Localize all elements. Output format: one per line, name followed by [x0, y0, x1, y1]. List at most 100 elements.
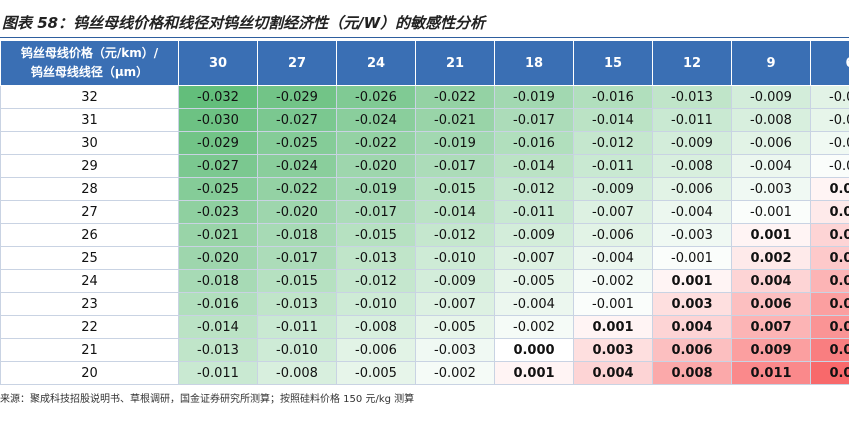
column-header: 30	[178, 40, 258, 86]
cell: 0.010	[810, 315, 849, 339]
cell: 0.003	[573, 338, 653, 362]
cell: -0.010	[415, 246, 495, 270]
cell: -0.019	[336, 177, 416, 201]
cell: 0.002	[731, 246, 811, 270]
cell: -0.007	[494, 246, 574, 270]
data-row: 26 -0.021 -0.018 -0.015 -0.012 -0.009 -0.006 -0…	[0, 223, 849, 247]
corner-line: 钨丝母线价格（元/km）/	[20, 46, 159, 60]
cell: -0.025	[257, 131, 337, 155]
row-header: 28	[0, 177, 179, 201]
data-row: 21 -0.013 -0.010 -0.006 -0.003 0.000 0.003 0.00…	[0, 338, 849, 362]
cell: -0.012	[336, 269, 416, 293]
cell: -0.015	[336, 223, 416, 247]
cell: 0.005	[810, 246, 849, 270]
cell: -0.012	[415, 223, 495, 247]
cell: 0.004	[652, 315, 732, 339]
column-header: 21	[415, 40, 495, 86]
cell: -0.005	[810, 108, 849, 132]
cell: -0.009	[573, 177, 653, 201]
cell: -0.020	[336, 154, 416, 178]
cell: 0.009	[731, 338, 811, 362]
cell: -0.010	[257, 338, 337, 362]
cell: -0.009	[652, 131, 732, 155]
data-row: 25 -0.020 -0.017 -0.013 -0.010 -0.007 -0.004 -0…	[0, 246, 849, 270]
cell: -0.014	[178, 315, 258, 339]
cell: -0.001	[573, 292, 653, 316]
cell: -0.006	[652, 177, 732, 201]
row-header: 25	[0, 246, 179, 270]
column-header: 27	[257, 40, 337, 86]
row-header: 30	[0, 131, 179, 155]
row-header: 21	[0, 338, 179, 362]
cell: -0.006	[573, 223, 653, 247]
row-header: 22	[0, 315, 179, 339]
cell: 0.007	[731, 315, 811, 339]
cell: -0.027	[178, 154, 258, 178]
cell: 0.000	[494, 338, 574, 362]
cell: -0.003	[415, 338, 495, 362]
cell: 0.006	[731, 292, 811, 316]
cell: -0.008	[731, 108, 811, 132]
row-header: 32	[0, 85, 179, 109]
row-header: 24	[0, 269, 179, 293]
data-row: 29 -0.027 -0.024 -0.020 -0.017 -0.014 -0.011 -0…	[0, 154, 849, 178]
data-row: 22 -0.014 -0.011 -0.008 -0.005 -0.002 0.001 0.0…	[0, 315, 849, 339]
cell: 0.004	[810, 223, 849, 247]
cell: -0.005	[336, 361, 416, 385]
cell: -0.004	[731, 154, 811, 178]
cell: 0.001	[494, 361, 574, 385]
cell: -0.009	[415, 269, 495, 293]
cell: -0.002	[494, 315, 574, 339]
cell: -0.003	[731, 177, 811, 201]
cell: -0.018	[257, 223, 337, 247]
cell: 0.008	[652, 361, 732, 385]
cell: -0.012	[494, 177, 574, 201]
cell: -0.007	[415, 292, 495, 316]
rule	[0, 37, 849, 38]
cell: -0.027	[257, 108, 337, 132]
cell: -0.001	[652, 246, 732, 270]
cell: -0.016	[494, 131, 574, 155]
cell: -0.007	[573, 200, 653, 224]
row-header: 27	[0, 200, 179, 224]
cell: -0.025	[178, 177, 258, 201]
cell: -0.021	[415, 108, 495, 132]
cell: -0.016	[178, 292, 258, 316]
row-header: 26	[0, 223, 179, 247]
cell: -0.014	[415, 200, 495, 224]
cell: -0.012	[573, 131, 653, 155]
column-header: 24	[336, 40, 416, 86]
cell: -0.011	[178, 361, 258, 385]
cell: -0.021	[178, 223, 258, 247]
data-row: 28 -0.025 -0.022 -0.019 -0.015 -0.012 -0.009 -0…	[0, 177, 849, 201]
cell: -0.004	[652, 200, 732, 224]
cell: 0.006	[652, 338, 732, 362]
cell: -0.008	[336, 315, 416, 339]
data-row: 31 -0.030 -0.027 -0.024 -0.021 -0.017 -0.014 -0…	[0, 108, 849, 132]
cell: -0.005	[415, 315, 495, 339]
cell: -0.026	[336, 85, 416, 109]
cell: -0.008	[652, 154, 732, 178]
cell: -0.030	[178, 108, 258, 132]
cell: -0.006	[810, 85, 849, 109]
row-header: 29	[0, 154, 179, 178]
cell: 0.002	[810, 200, 849, 224]
cell: -0.013	[178, 338, 258, 362]
cell: -0.019	[415, 131, 495, 155]
cell: 0.009	[810, 292, 849, 316]
cell: -0.013	[652, 85, 732, 109]
cell: -0.020	[257, 200, 337, 224]
column-header: 12	[652, 40, 732, 86]
column-header: 18	[494, 40, 574, 86]
cell: -0.016	[573, 85, 653, 109]
cell: -0.004	[494, 292, 574, 316]
cell: 0.001	[652, 269, 732, 293]
cell: -0.029	[178, 131, 258, 155]
cell: -0.006	[336, 338, 416, 362]
cell: -0.023	[178, 200, 258, 224]
cell: -0.002	[415, 361, 495, 385]
cell: -0.017	[257, 246, 337, 270]
cell: -0.013	[336, 246, 416, 270]
cell: 0.001	[810, 177, 849, 201]
